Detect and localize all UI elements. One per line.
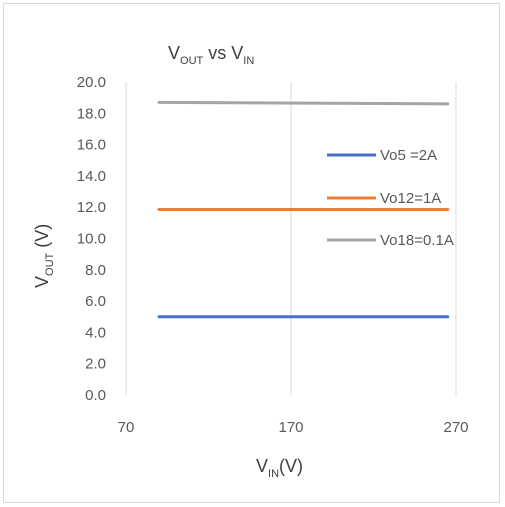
y-tick-label: 4.0: [85, 324, 106, 341]
y-tick-label: 20.0: [77, 74, 106, 91]
y-tick-label: 18.0: [77, 105, 106, 122]
y-tick-label: 8.0: [85, 262, 106, 279]
y-tick-label: 0.0: [85, 387, 106, 404]
y-tick-label: 10.0: [77, 231, 106, 248]
y-tick-labels: 0.0 2.0 4.0 6.0 8.0 10.0 12.0 14.0 16.0 18.0 20.0: [77, 74, 106, 404]
legend-label-0: Vo5 =2A: [380, 147, 437, 164]
x-axis-title: VIN(V): [256, 456, 303, 480]
y-tick-label: 14.0: [77, 168, 106, 185]
y-tick-label: 12.0: [77, 199, 106, 216]
chart-frame: [3, 3, 500, 503]
series-line-2: [157, 100, 450, 106]
y-tick-label: 2.0: [85, 356, 106, 373]
x-tick-label: 170: [278, 419, 303, 436]
x-tick-labels: 70 170 270: [118, 419, 469, 436]
x-tick-label: 270: [443, 419, 468, 436]
y-tick-label: 16.0: [77, 137, 106, 154]
legend-label-2: Vo18=0.1A: [380, 232, 454, 249]
x-tick-label: 70: [118, 419, 135, 436]
y-axis-title: VOUT (V): [32, 224, 56, 288]
series-lines: [157, 100, 450, 319]
legend: Vo5 =2A Vo12=1A Vo18=0.1A: [327, 147, 454, 249]
y-tick-label: 6.0: [85, 293, 106, 310]
chart-title: VOUT vs VIN: [168, 43, 254, 67]
gridlines: [125, 82, 457, 395]
legend-label-1: Vo12=1A: [380, 190, 441, 207]
